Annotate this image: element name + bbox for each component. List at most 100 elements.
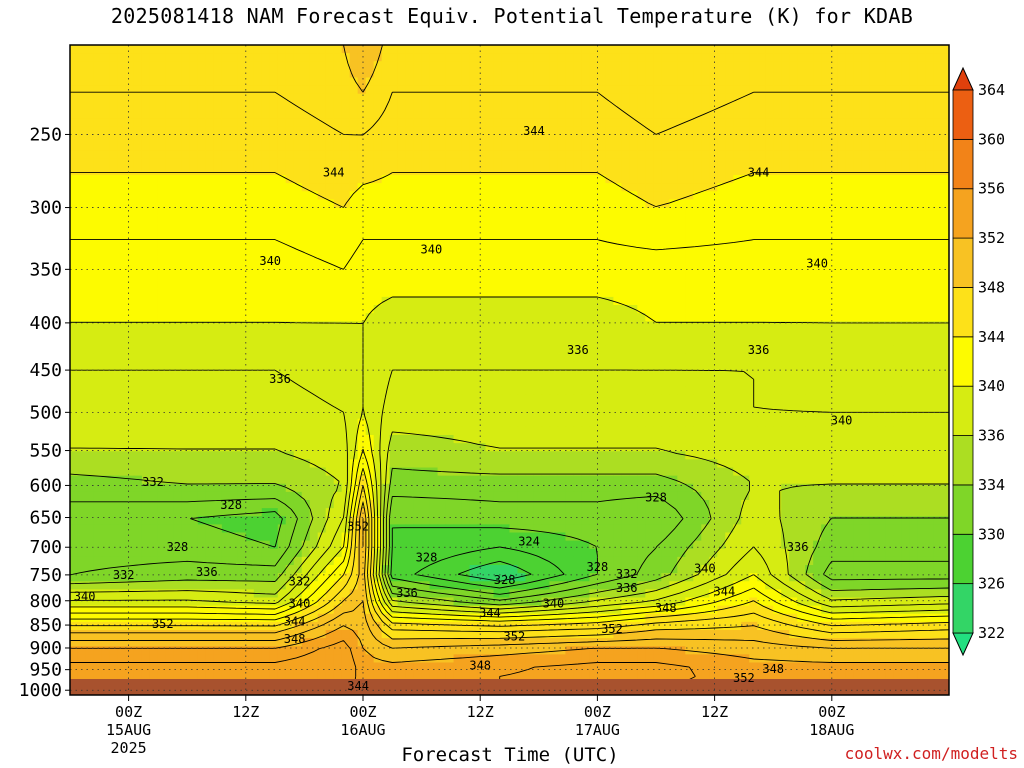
heat-cell [693, 353, 702, 363]
heat-cell [581, 85, 591, 95]
heat-cell [853, 296, 862, 306]
heat-cell [829, 142, 838, 152]
heat-cell [941, 386, 949, 395]
heat-cell [413, 394, 423, 404]
heat-cell [709, 126, 718, 135]
heat-cell [821, 378, 830, 387]
heat-cell [453, 378, 463, 387]
heat-cell [101, 85, 111, 95]
heat-cell [749, 280, 758, 290]
heat-cell [133, 61, 143, 70]
heat-cell [197, 329, 207, 339]
heat-cell [565, 288, 575, 298]
heat-cell [813, 305, 822, 314]
heat-cell [381, 45, 391, 54]
heat-cell [541, 240, 551, 249]
heat-cell [141, 45, 151, 54]
heat-cell [341, 345, 351, 355]
heat-cell [637, 110, 646, 119]
heat-cell [885, 321, 894, 330]
heat-cell [141, 118, 151, 127]
heat-cell [189, 53, 199, 62]
heat-cell [93, 361, 103, 371]
heat-cell [253, 345, 263, 355]
heat-cell [549, 101, 559, 111]
heat-cell [285, 61, 295, 70]
heat-cell [285, 288, 295, 298]
heat-cell [285, 183, 295, 192]
heat-cell [453, 288, 463, 298]
heat-cell [221, 386, 231, 395]
heat-cell [509, 150, 519, 160]
heat-cell [765, 126, 774, 135]
heat-cell [933, 207, 942, 217]
heat-cell [605, 394, 614, 404]
heat-cell [333, 69, 343, 79]
heat-cell [365, 45, 375, 54]
heat-cell [189, 183, 199, 192]
heat-cell [565, 345, 575, 355]
heat-cell [109, 313, 119, 322]
heat-cell [893, 264, 902, 274]
heat-cell [805, 126, 814, 135]
heat-cell [877, 166, 886, 176]
heat-cell [893, 353, 902, 363]
heat-cell [573, 353, 583, 363]
heat-cell [525, 256, 535, 265]
heat-cell [701, 402, 710, 412]
heat-cell [197, 353, 207, 363]
heat-cell [509, 402, 519, 412]
heat-cell [309, 361, 319, 371]
heat-cell [645, 223, 654, 233]
heat-cell [205, 296, 215, 306]
heat-cell [117, 410, 127, 420]
heat-cell [493, 126, 503, 135]
heat-cell [941, 199, 949, 209]
heat-cell [885, 345, 894, 355]
heat-cell [253, 199, 263, 209]
heat-cell [205, 191, 215, 200]
heat-cell [101, 207, 111, 217]
heat-cell [125, 296, 135, 306]
heat-cell [645, 69, 654, 79]
heat-cell [493, 199, 503, 209]
heat-cell [261, 248, 271, 257]
heat-cell [70, 110, 79, 119]
heat-cell [173, 296, 183, 306]
heat-cell [461, 207, 471, 217]
heat-cell [693, 321, 702, 330]
heat-cell [429, 402, 439, 412]
heat-cell [485, 93, 495, 103]
heat-cell [581, 191, 591, 200]
heat-cell [797, 53, 806, 62]
heat-cell [421, 264, 431, 274]
heat-cell [645, 118, 654, 127]
heat-cell [285, 280, 295, 290]
heat-cell [837, 61, 846, 70]
heat-cell [237, 118, 247, 127]
heat-cell [293, 207, 303, 217]
heat-cell [517, 272, 527, 282]
heat-cell [349, 223, 359, 233]
heat-cell [149, 207, 159, 217]
heat-cell [373, 77, 383, 87]
heat-cell [325, 134, 335, 144]
heat-cell [925, 118, 934, 127]
heat-cell [405, 191, 415, 200]
heat-cell [725, 175, 734, 184]
heat-cell [901, 110, 910, 119]
heat-cell [445, 305, 455, 314]
heat-cell [181, 410, 191, 420]
heat-cell [845, 142, 854, 152]
heat-cell [349, 264, 359, 274]
heat-cell [589, 345, 598, 355]
heat-cell [853, 337, 862, 347]
heat-cell [309, 126, 319, 135]
heat-cell [357, 321, 367, 330]
heat-cell [397, 110, 407, 119]
heat-cell [685, 272, 694, 282]
heat-cell [301, 264, 311, 274]
heat-cell [397, 126, 407, 135]
heat-cell [77, 191, 87, 200]
heat-cell [765, 361, 774, 371]
